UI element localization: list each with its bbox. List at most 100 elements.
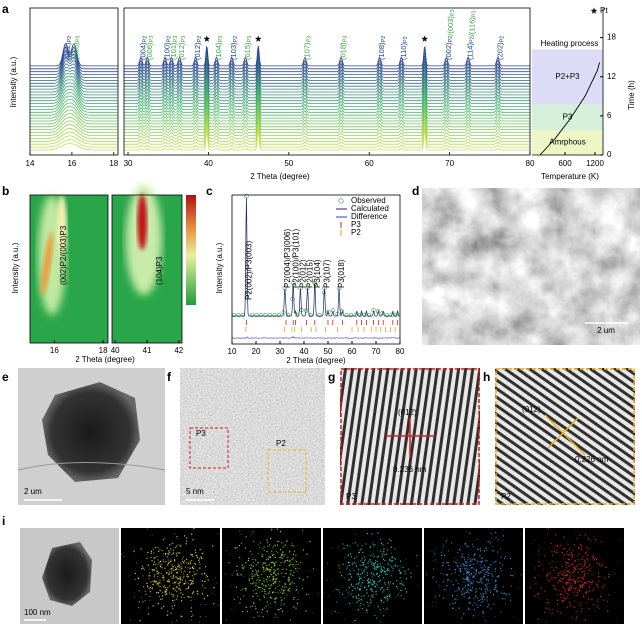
panel-letter: b <box>2 184 9 198</box>
plot-frame <box>29 7 119 156</box>
eds-dot <box>369 555 371 556</box>
eds-dot <box>375 567 377 569</box>
eds-dot <box>258 544 260 546</box>
eds-dot <box>292 542 293 544</box>
eds-dot <box>588 564 590 566</box>
eds-dot <box>565 562 567 564</box>
eds-dot <box>236 573 239 575</box>
peak-label: (100)P2 <box>162 36 172 60</box>
peak-label: (012)P2 <box>193 36 203 60</box>
xrd-curve <box>124 54 530 75</box>
eds-dot <box>465 572 467 574</box>
eds-dot <box>400 595 402 597</box>
eds-dot <box>387 583 390 585</box>
eds-dot <box>184 580 187 582</box>
eds-dot <box>574 568 576 570</box>
eds-dot <box>376 566 378 568</box>
element-label: Na <box>204 610 215 619</box>
eds-dot <box>454 561 457 563</box>
eds-dot <box>529 586 531 588</box>
eds-dot <box>476 538 478 540</box>
eds-dot <box>150 581 152 583</box>
eds-dot <box>190 583 192 585</box>
eds-dot <box>478 572 480 574</box>
eds-dot <box>552 560 554 562</box>
eds-dot <box>176 538 178 539</box>
eds-dot <box>157 584 159 586</box>
eds-dot <box>388 584 390 586</box>
eds-dot <box>584 562 587 564</box>
eds-dot <box>548 602 550 604</box>
eds-dot <box>168 553 170 555</box>
eds-dot <box>469 565 471 567</box>
eds-dot <box>567 559 569 561</box>
eds-dot <box>554 577 556 579</box>
eds-dot <box>442 562 444 564</box>
peak-label: (110)P2 <box>399 36 409 60</box>
xrd-curve <box>124 75 530 96</box>
eds-dot <box>154 574 156 576</box>
eds-dot <box>456 595 458 597</box>
eds-dot <box>458 587 460 589</box>
eds-dot <box>267 567 269 570</box>
eds-dot <box>600 557 602 559</box>
eds-dot <box>295 561 298 563</box>
eds-dot <box>551 578 553 580</box>
eds-dot <box>473 575 475 577</box>
eds-dot <box>448 568 450 570</box>
eds-dot <box>566 570 568 572</box>
eds-dot <box>442 545 444 547</box>
eds-dot <box>379 579 381 581</box>
eds-dot <box>199 567 201 569</box>
eds-dot <box>175 572 178 574</box>
eds-dot <box>466 591 468 593</box>
eds-dot <box>392 570 394 572</box>
eds-dot <box>270 584 272 586</box>
eds-dot <box>551 577 553 579</box>
eds-dot <box>387 564 389 566</box>
eds-dot <box>490 537 492 539</box>
eds-dot <box>192 614 194 616</box>
eds-dot <box>161 567 163 569</box>
eds-dot <box>193 591 195 593</box>
eds-dot <box>495 536 497 538</box>
eds-dot <box>461 556 463 558</box>
eds-dot <box>295 568 297 570</box>
eds-dot <box>192 567 194 569</box>
eds-dot <box>298 577 300 579</box>
eds-dot <box>179 579 182 581</box>
observed-point <box>357 312 363 318</box>
eds-dot <box>486 596 488 598</box>
eds-dot <box>292 574 294 576</box>
eds-dot <box>269 544 271 546</box>
eds-dot <box>255 585 257 587</box>
eds-dot <box>580 585 582 587</box>
eds-dot <box>450 573 452 575</box>
peak-hkl: (107) <box>302 42 311 60</box>
eds-dot <box>572 561 574 563</box>
eds-dot <box>193 571 195 573</box>
xrd-curve <box>124 101 530 122</box>
eds-dot <box>291 544 293 547</box>
xrd-curve <box>30 50 118 73</box>
eds-dot <box>185 582 187 584</box>
eds-dot <box>293 571 295 573</box>
eds-dot <box>240 589 242 591</box>
eds-dot <box>217 604 219 606</box>
eds-dot <box>272 583 274 585</box>
eds-dot <box>235 586 237 588</box>
eds-dot <box>253 540 255 542</box>
eds-dot <box>269 569 271 571</box>
eds-dot <box>180 563 182 565</box>
eds-dot <box>168 585 171 587</box>
eds-dot <box>404 573 406 575</box>
eds-dot <box>252 590 255 592</box>
eds-dot <box>396 579 398 582</box>
eds-dot <box>295 564 297 566</box>
eds-dot <box>493 561 496 563</box>
eds-dot <box>485 572 487 574</box>
eds-dot <box>508 594 510 596</box>
eds-dot <box>369 580 371 583</box>
eds-dot <box>559 590 561 592</box>
eds-dot <box>170 572 172 574</box>
